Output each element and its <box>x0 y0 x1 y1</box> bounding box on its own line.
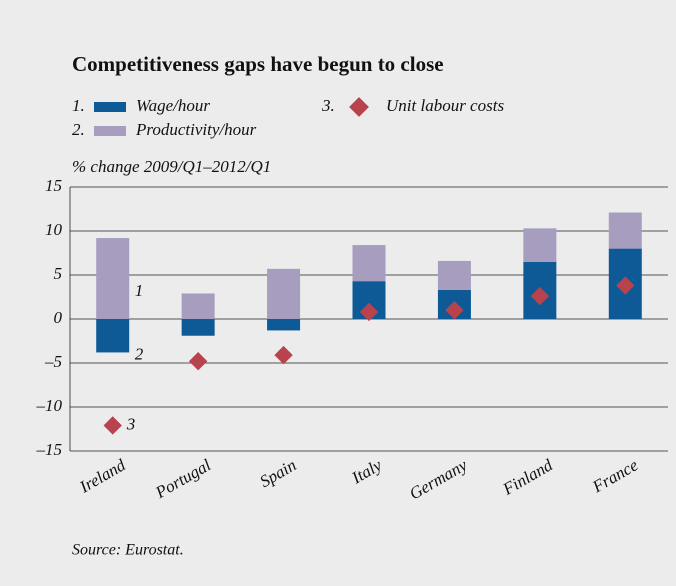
bar <box>608 212 642 249</box>
bar <box>96 238 130 319</box>
y-tick-label: –15 <box>36 440 63 459</box>
chart-title: Competitiveness gaps have begun to close <box>72 52 444 76</box>
legend-label: Productivity/hour <box>135 120 257 139</box>
y-tick-label: –10 <box>36 396 63 415</box>
diamond-marker <box>274 345 293 365</box>
bar <box>352 245 386 282</box>
y-tick-label: –5 <box>44 352 62 371</box>
diamond-marker <box>530 286 550 306</box>
legend-swatch <box>349 97 369 117</box>
diamond-marker <box>188 352 208 371</box>
legend-number: 3. <box>321 96 335 115</box>
bar <box>523 228 557 262</box>
bar <box>267 268 301 319</box>
diamond-marker <box>359 302 379 322</box>
y-tick-label: 10 <box>45 220 63 239</box>
bar <box>267 319 301 331</box>
annotation: 1 <box>135 281 144 300</box>
legend-swatch <box>94 102 126 112</box>
diamond-marker <box>616 276 635 295</box>
y-axis-label: % change 2009/Q1–2012/Q1 <box>72 157 271 176</box>
legend-label: Unit labour costs <box>386 96 504 115</box>
bar <box>437 260 471 290</box>
bar <box>96 319 130 353</box>
diamond-marker <box>445 301 464 320</box>
bar <box>181 319 215 336</box>
annotation: 2 <box>135 345 144 364</box>
y-tick-label: 5 <box>54 264 63 283</box>
y-tick-label: 0 <box>54 308 63 327</box>
legend-number: 1. <box>72 96 85 115</box>
source: Source: Eurostat. <box>72 542 184 559</box>
y-tick-label: 15 <box>45 176 62 195</box>
legend-swatch <box>94 126 126 136</box>
legend-label: Wage/hour <box>136 96 210 115</box>
annotation: 3 <box>126 414 136 433</box>
legend-number: 2. <box>72 120 85 139</box>
bar <box>181 293 215 319</box>
diamond-marker <box>103 416 122 435</box>
